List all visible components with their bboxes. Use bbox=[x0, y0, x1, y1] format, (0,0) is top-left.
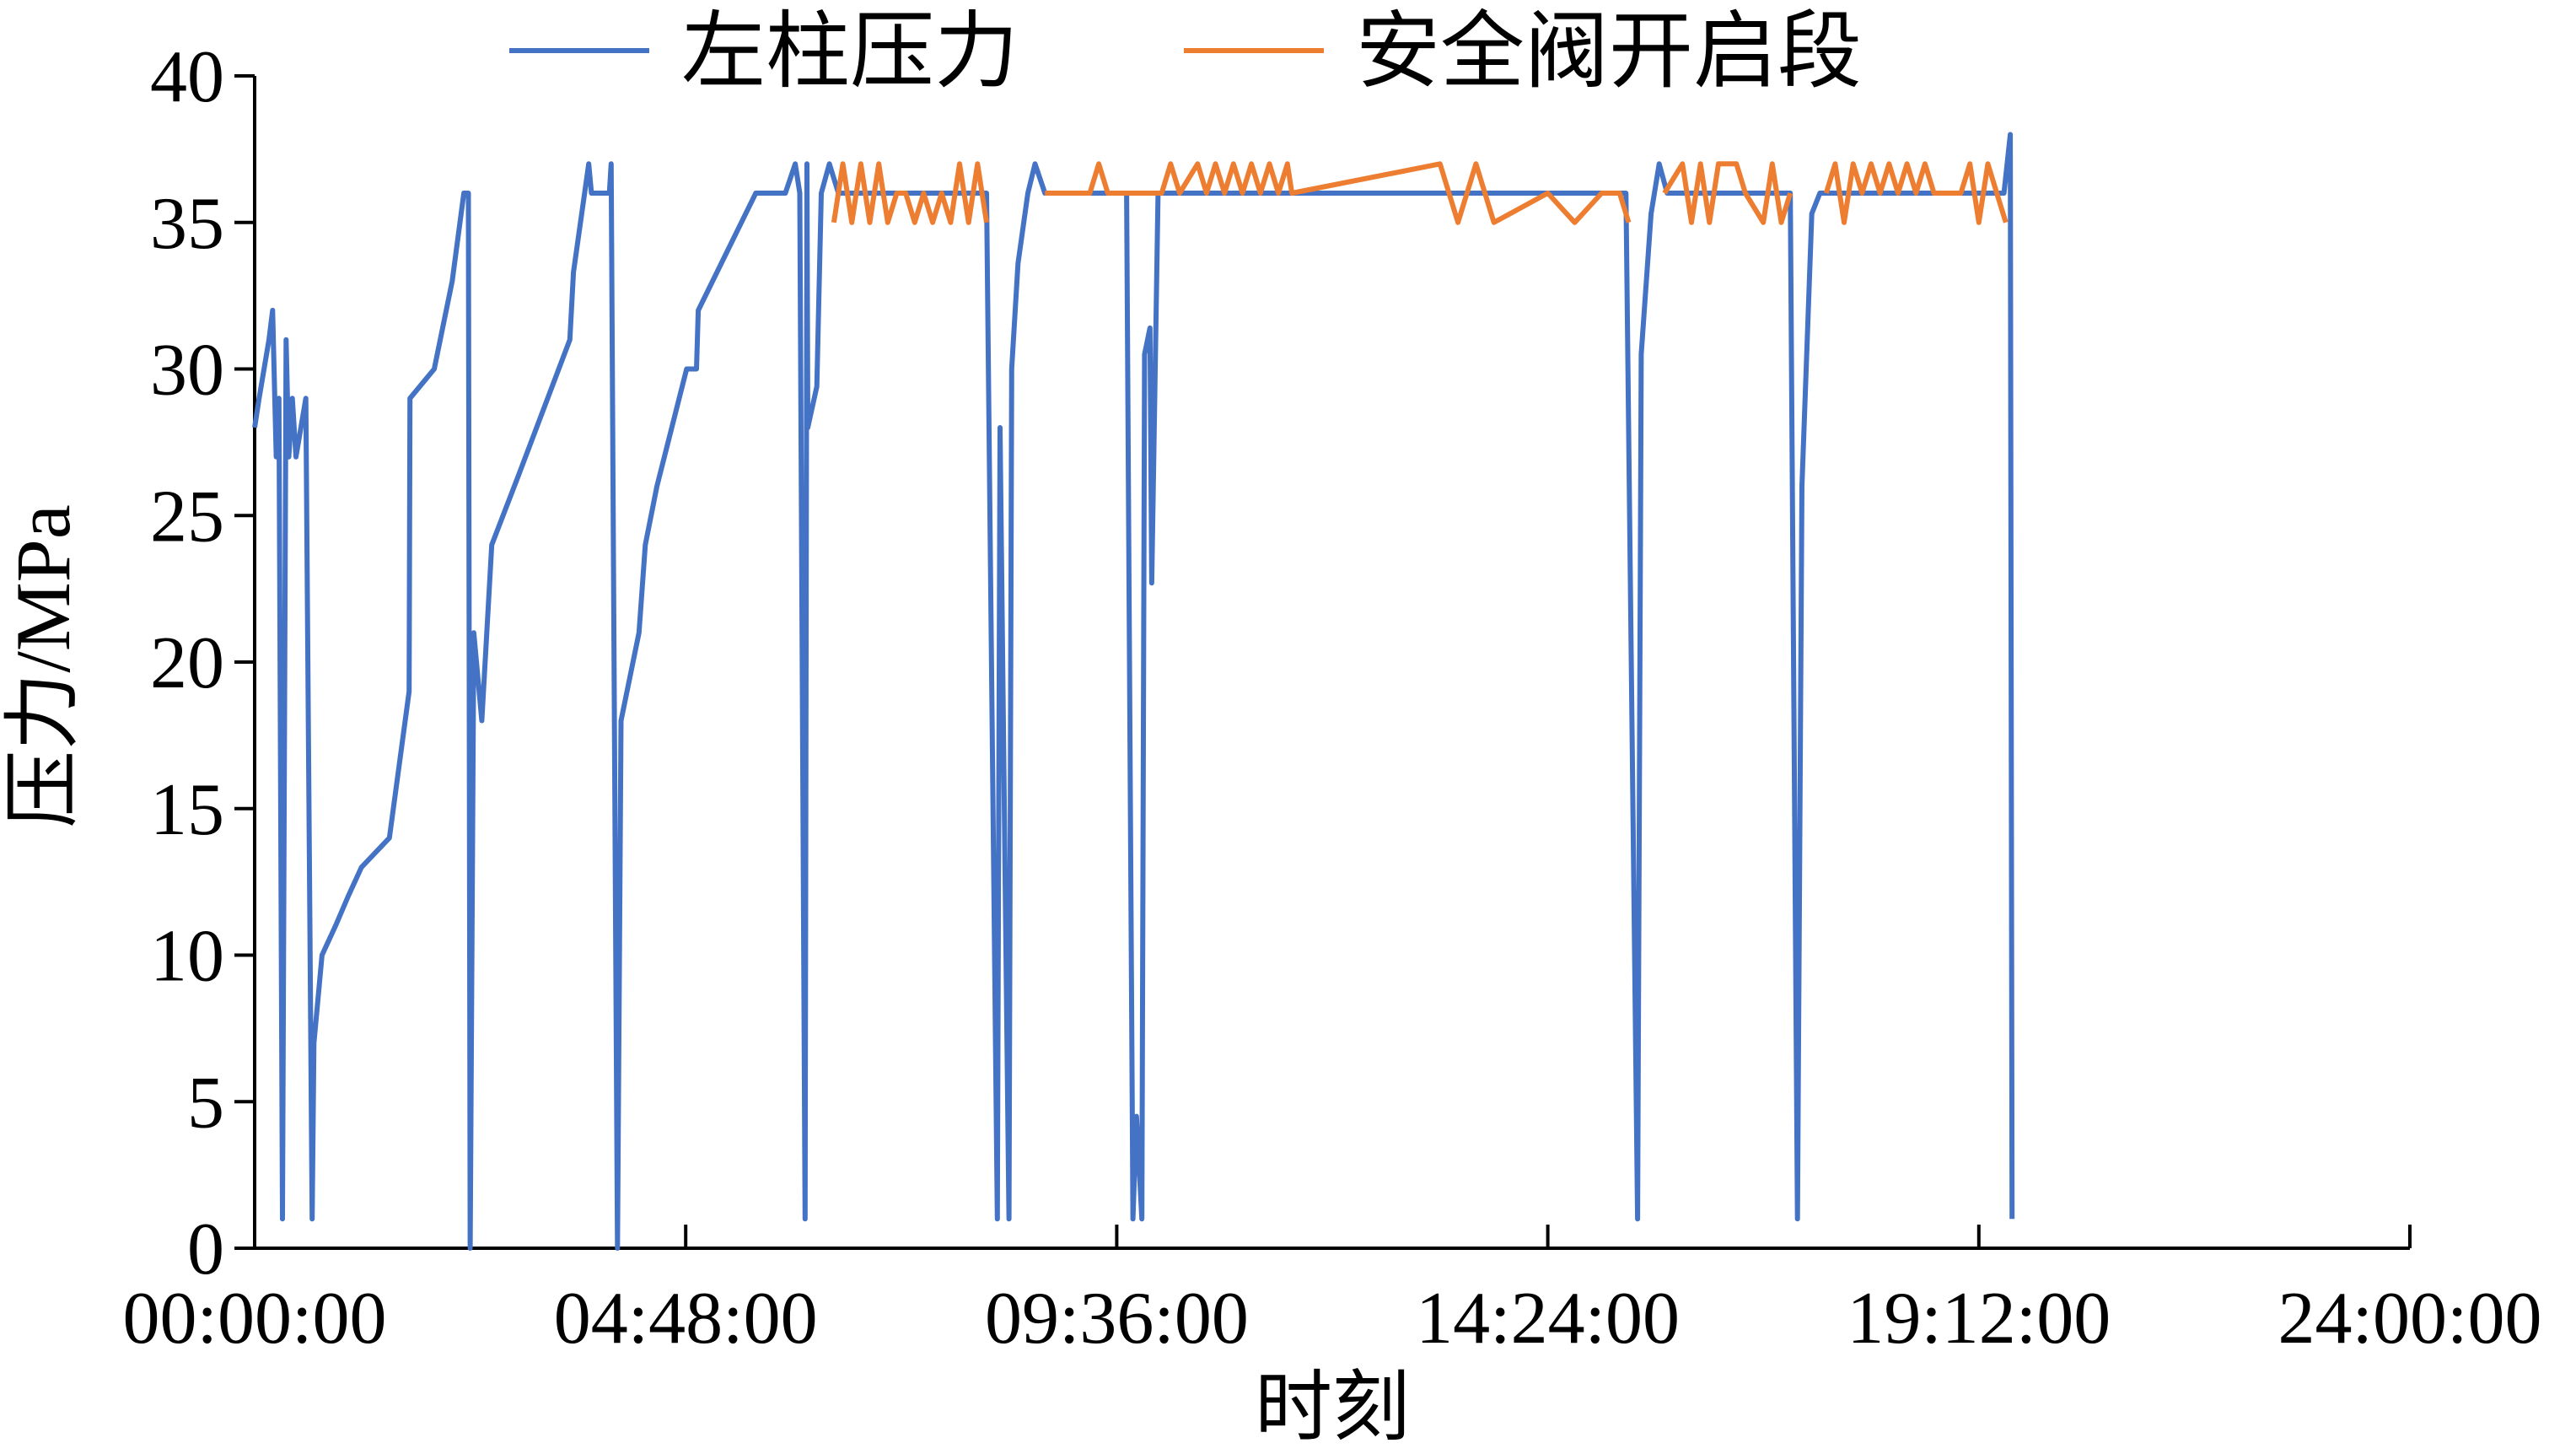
y-tick-label: 25 bbox=[150, 476, 224, 557]
x-tick-label: 04:48:00 bbox=[554, 1278, 818, 1360]
y-tick-label: 20 bbox=[150, 622, 224, 704]
x-tick-label: 24:00:00 bbox=[2278, 1278, 2542, 1360]
x-tick-label: 09:36:00 bbox=[985, 1278, 1249, 1360]
data-line bbox=[831, 161, 2009, 225]
x-axis-label: 时刻 bbox=[1255, 1365, 1410, 1451]
y-tick-label: 10 bbox=[150, 916, 224, 998]
legend-label: 安全阀开启段 bbox=[1356, 5, 1862, 99]
data-line bbox=[252, 132, 2015, 1251]
legend-label: 左柱压力 bbox=[681, 5, 1019, 99]
x-tick-label: 00:00:00 bbox=[123, 1278, 387, 1360]
x-tick-label: 14:24:00 bbox=[1416, 1278, 1680, 1360]
y-tick-label: 40 bbox=[150, 36, 224, 118]
y-tick-label: 0 bbox=[187, 1209, 224, 1290]
y-tick-label: 30 bbox=[150, 330, 224, 412]
x-tick-label: 19:12:00 bbox=[1847, 1278, 2111, 1360]
y-tick-label: 15 bbox=[150, 769, 224, 851]
y-tick-label: 5 bbox=[187, 1062, 224, 1144]
y-axis-label: 压力/MPa bbox=[0, 504, 86, 827]
y-tick-label: 35 bbox=[150, 183, 224, 265]
